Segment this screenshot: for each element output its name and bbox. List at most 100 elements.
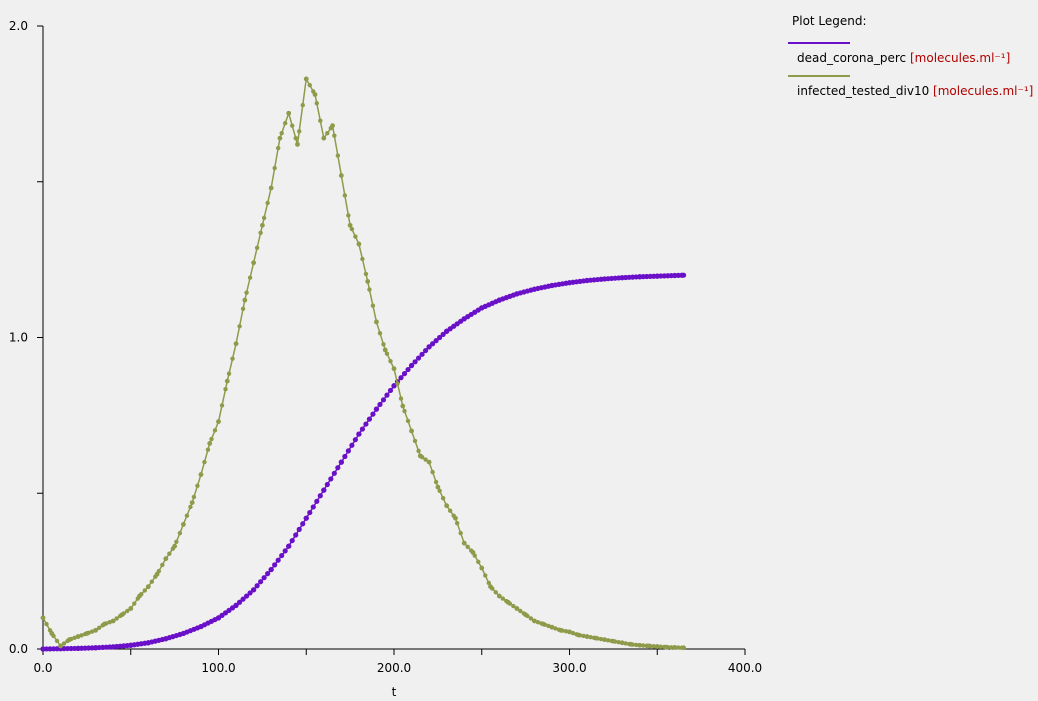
data-point xyxy=(360,256,365,262)
data-point xyxy=(240,596,246,602)
data-point xyxy=(426,459,432,465)
data-point xyxy=(654,644,660,649)
data-point xyxy=(172,543,178,549)
data-point xyxy=(102,621,107,627)
data-point xyxy=(279,552,285,559)
data-point xyxy=(363,271,369,277)
data-point xyxy=(563,629,569,634)
data-point xyxy=(567,629,572,635)
data-point xyxy=(303,515,309,521)
data-point xyxy=(363,421,369,427)
data-point xyxy=(321,487,327,493)
data-point xyxy=(75,634,81,639)
data-point xyxy=(365,279,371,284)
data-point xyxy=(110,644,116,650)
data-point xyxy=(265,200,270,206)
data-point xyxy=(570,630,576,636)
data-point xyxy=(114,616,119,621)
data-point xyxy=(584,634,590,639)
data-point xyxy=(602,637,607,643)
data-point xyxy=(191,494,197,500)
data-point xyxy=(44,621,49,627)
chart-series xyxy=(40,76,687,652)
data-point xyxy=(312,92,318,97)
data-point xyxy=(61,641,67,646)
data-point xyxy=(338,173,344,178)
data-point xyxy=(300,102,305,108)
data-point xyxy=(251,260,256,266)
data-point xyxy=(412,438,418,444)
x-tick-label: 0.0 xyxy=(33,661,52,675)
y-tick-label: 2.0 xyxy=(9,19,28,33)
series-line xyxy=(42,274,684,650)
data-point xyxy=(205,447,211,452)
data-point xyxy=(518,608,523,614)
data-point xyxy=(293,532,299,538)
legend-title: Plot Legend: xyxy=(792,14,867,28)
data-point xyxy=(167,551,172,556)
data-point xyxy=(247,275,253,280)
data-point xyxy=(128,606,134,611)
data-point xyxy=(307,82,312,88)
data-point xyxy=(672,272,678,279)
data-point xyxy=(223,387,228,392)
data-point xyxy=(637,642,643,648)
legend-label: infected_tested_div10 [molecules.ml⁻¹] xyxy=(797,84,1033,98)
legend-swatch xyxy=(788,42,850,44)
data-point xyxy=(89,629,95,634)
data-point xyxy=(254,245,260,250)
x-tick-label: 300.0 xyxy=(552,661,586,675)
data-point xyxy=(391,383,397,389)
data-point xyxy=(382,347,388,353)
legend-series-unit: [molecules.ml⁻¹] xyxy=(933,84,1034,98)
data-point xyxy=(465,544,470,550)
data-point xyxy=(405,418,411,424)
data-point xyxy=(233,602,239,608)
data-point xyxy=(367,287,372,292)
data-point xyxy=(215,615,222,621)
data-point xyxy=(391,366,397,372)
data-point xyxy=(286,543,292,549)
data-point xyxy=(500,596,506,601)
y-tick-label: 0.0 xyxy=(9,642,28,656)
data-point xyxy=(440,331,446,337)
data-point xyxy=(658,644,663,649)
data-point xyxy=(49,631,55,636)
data-point xyxy=(483,573,488,578)
data-point xyxy=(145,584,151,590)
data-point xyxy=(430,469,435,475)
data-point xyxy=(259,222,265,228)
data-point xyxy=(470,550,476,555)
data-point xyxy=(377,401,383,408)
data-point xyxy=(374,319,379,325)
data-point xyxy=(314,498,320,504)
data-point xyxy=(198,472,204,477)
data-point xyxy=(345,448,351,454)
data-point xyxy=(207,441,213,446)
data-point xyxy=(476,559,481,564)
data-point xyxy=(242,297,248,303)
data-point xyxy=(419,351,425,357)
data-point xyxy=(430,341,436,347)
data-point xyxy=(275,557,281,563)
data-point xyxy=(553,626,558,631)
data-point xyxy=(261,215,267,221)
data-point xyxy=(493,590,498,595)
data-point xyxy=(412,359,418,365)
data-point xyxy=(258,579,264,585)
data-point xyxy=(514,291,520,297)
data-point xyxy=(669,645,674,650)
x-axis-label: t xyxy=(392,685,397,699)
legend-label: dead_corona_perc [molecules.ml⁻¹] xyxy=(797,51,1010,65)
data-point xyxy=(593,635,599,641)
data-point xyxy=(335,465,341,471)
data-point xyxy=(426,344,432,350)
data-point xyxy=(398,375,404,381)
data-point xyxy=(602,276,608,282)
data-point xyxy=(454,520,460,526)
data-point xyxy=(641,643,646,648)
data-point xyxy=(184,513,190,518)
data-point xyxy=(93,645,99,651)
data-point xyxy=(325,130,330,136)
data-point xyxy=(286,110,292,116)
